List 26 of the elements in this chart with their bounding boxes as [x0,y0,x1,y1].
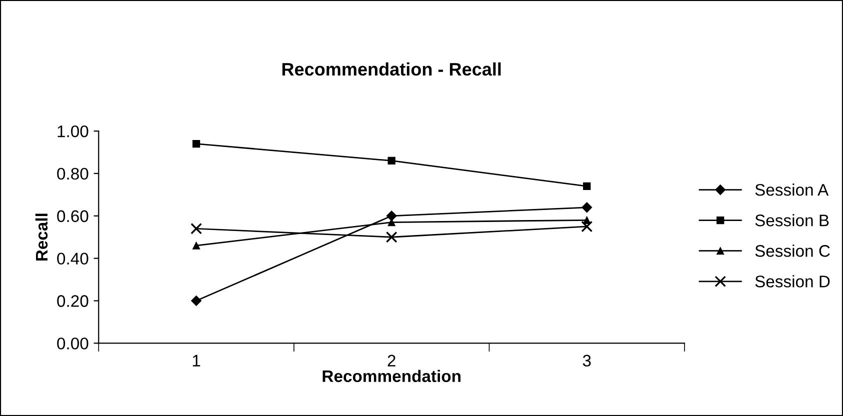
legend-label: Session D [755,275,830,288]
y-axis-title: Recall [35,214,48,261]
point [386,210,397,222]
point [191,296,202,306]
point [581,220,593,232]
y-tick-label: 0.80 [57,168,88,180]
point [583,182,591,190]
y-tick-label: 0.00 [57,338,88,350]
legend-label: Session A [755,184,829,196]
x-tick-label: 1 [192,354,200,366]
y-tick-label: 1.00 [58,125,88,138]
point [190,222,202,234]
chart-title: Recommendation - Recall [282,62,501,76]
x-tick-label: 3 [582,354,591,367]
x-tick-label: 2 [388,354,396,366]
x-axis-title: Recommendation [322,370,460,382]
point [386,231,398,243]
y-tick-label: 0.40 [57,252,88,265]
point [192,242,200,250]
point [582,202,592,213]
y-tick-label: 0.60 [57,210,88,222]
y-tick-label: 0.20 [57,295,88,307]
legend-label: Session B [755,214,829,226]
legend-label: Session C [755,244,830,257]
point [388,156,396,165]
point [192,140,200,148]
